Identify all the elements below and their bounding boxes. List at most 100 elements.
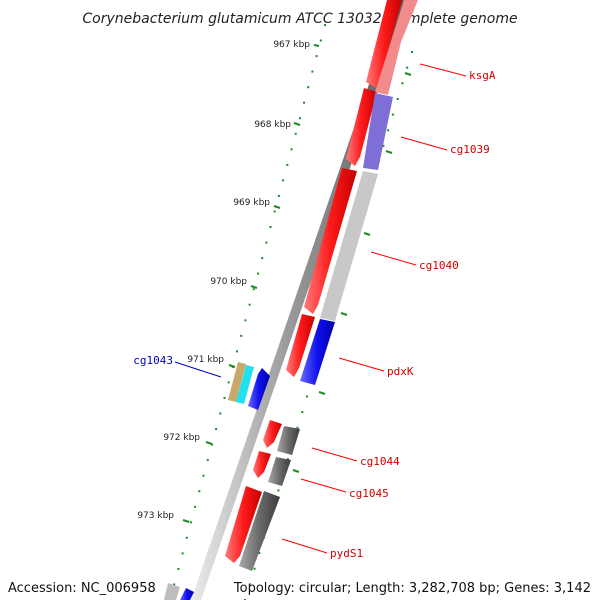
track-block-ksgA[interactable] [375,0,418,95]
tick-dot [202,474,205,477]
tick-dot [177,567,180,570]
gene-arrow-cg1040[interactable] [304,168,357,314]
tick-dot [411,51,413,53]
tick-dot [306,395,308,398]
tick-972: 972 kbp [163,433,213,445]
tick-label: 968 kbp [254,120,291,130]
tick-label: 970 kbp [210,277,247,287]
tick-label: 971 kbp [187,355,224,365]
tick-dot [257,272,259,275]
tick-970: 970 kbp [210,277,258,289]
tick-dot [223,397,226,399]
tick-dot [240,334,243,337]
tick-dot [301,411,304,414]
accession-text: Accession: NC_006958 [8,581,156,596]
cds-track-outer [239,0,418,571]
tick-dot [296,426,299,429]
tick-label: 969 kbp [233,198,270,208]
bottom-fragments [164,583,194,600]
gene-label-cg1040[interactable]: cg1040 [419,259,459,272]
gene-arrow-cg1043[interactable] [248,368,270,410]
tick-label: 973 kbp [137,511,174,521]
tick-dot [261,257,264,260]
track-block-cg1040[interactable] [320,171,378,321]
fragment-blue[interactable] [180,588,194,600]
tick-dot [258,552,261,554]
tick-dot [382,144,385,147]
tick-dot [387,129,390,132]
tick-968: 968 kbp [254,120,301,130]
track-block-cg1044[interactable] [277,426,300,455]
tick-973: 973 kbp [137,511,190,523]
tick-dot [269,226,272,228]
tick-dot [210,443,213,446]
gene-label-cg1039[interactable]: cg1039 [450,143,490,156]
tick-dot [236,350,238,353]
tick-dot [286,458,289,461]
tick-dot [194,505,197,508]
gene-arrow-pdxK[interactable] [286,314,315,377]
tick-dot [401,82,404,85]
track-block-pdxK[interactable] [300,319,335,385]
gene-arrow-pydS1[interactable] [225,486,262,563]
tick-971: 971 kbp [187,355,236,368]
tick-dot [219,412,222,415]
gene-label-cg1044[interactable]: cg1044 [360,455,400,468]
cluster-block-tan[interactable] [228,362,246,402]
tick-dot [324,24,326,26]
genome-backbone [191,0,408,600]
tick-dot [252,288,255,291]
tick-969: 969 kbp [233,198,281,209]
track-block-pydS1[interactable] [239,491,280,571]
scale-ticks: 967 kbp 968 kbp 969 kbp 970 kbp 971 kbp … [137,40,320,523]
outer-ticks [292,72,412,473]
tick-dot [319,39,322,42]
tick-dot [406,66,409,69]
tick-967: 967 kbp [273,40,320,50]
gene-arrow-cg1039[interactable] [346,88,377,166]
tick-dot [181,552,184,555]
track-block-cg1039[interactable] [363,93,393,170]
tick-label: 972 kbp [163,433,200,443]
gene-label-pydS1[interactable]: pydS1 [330,547,363,560]
tick-dot [173,583,176,586]
tick-dot [215,428,218,431]
gene-label-cg1045[interactable]: cg1045 [349,487,389,500]
track-block-cg1045[interactable] [268,457,291,486]
cds-track-forward [225,0,402,563]
tick-dot [265,241,268,244]
tick-dot [253,567,256,570]
tick-dot [294,132,297,135]
gene-label-pdxK[interactable]: pdxK [387,365,414,378]
tick-dot [277,194,280,197]
fragment-grey[interactable] [164,583,180,600]
gene-label-ksgA[interactable]: ksgA [469,69,496,82]
tick-dot [227,381,230,384]
tick-dot [185,536,188,539]
tick-dot [396,98,399,100]
label-leaders [174,63,467,554]
tick-dot [307,86,310,89]
tick-dot [273,210,276,213]
tick-dot [277,489,280,492]
tick-dot [286,163,289,166]
tick-dot [206,459,209,462]
tick-dot [282,179,285,182]
map-title: Corynebacterium glutamicum ATCC 13032, c… [82,11,517,27]
gene-arrow-cg1044[interactable] [263,420,282,448]
tick-dot [311,70,314,73]
tick-dot [189,521,192,524]
tick-dot [391,113,394,116]
tick-dot [198,490,201,493]
gene-arrow-ksgA[interactable] [366,0,402,88]
tick-dot [303,101,306,104]
cluster-block-cyan[interactable] [236,365,254,404]
tick-dot [290,148,293,151]
tick-dot [315,55,318,58]
gene-arrow-cg1045[interactable] [253,451,271,478]
gene-label-cg1043[interactable]: cg1043 [133,354,173,367]
gene-labels: ksgA cg1039 cg1040 pdxK cg1043 cg1044 cg… [133,69,496,560]
topology-text: Topology: circular; Length: 3,282,708 bp… [233,581,591,596]
tick-dot [298,117,301,120]
